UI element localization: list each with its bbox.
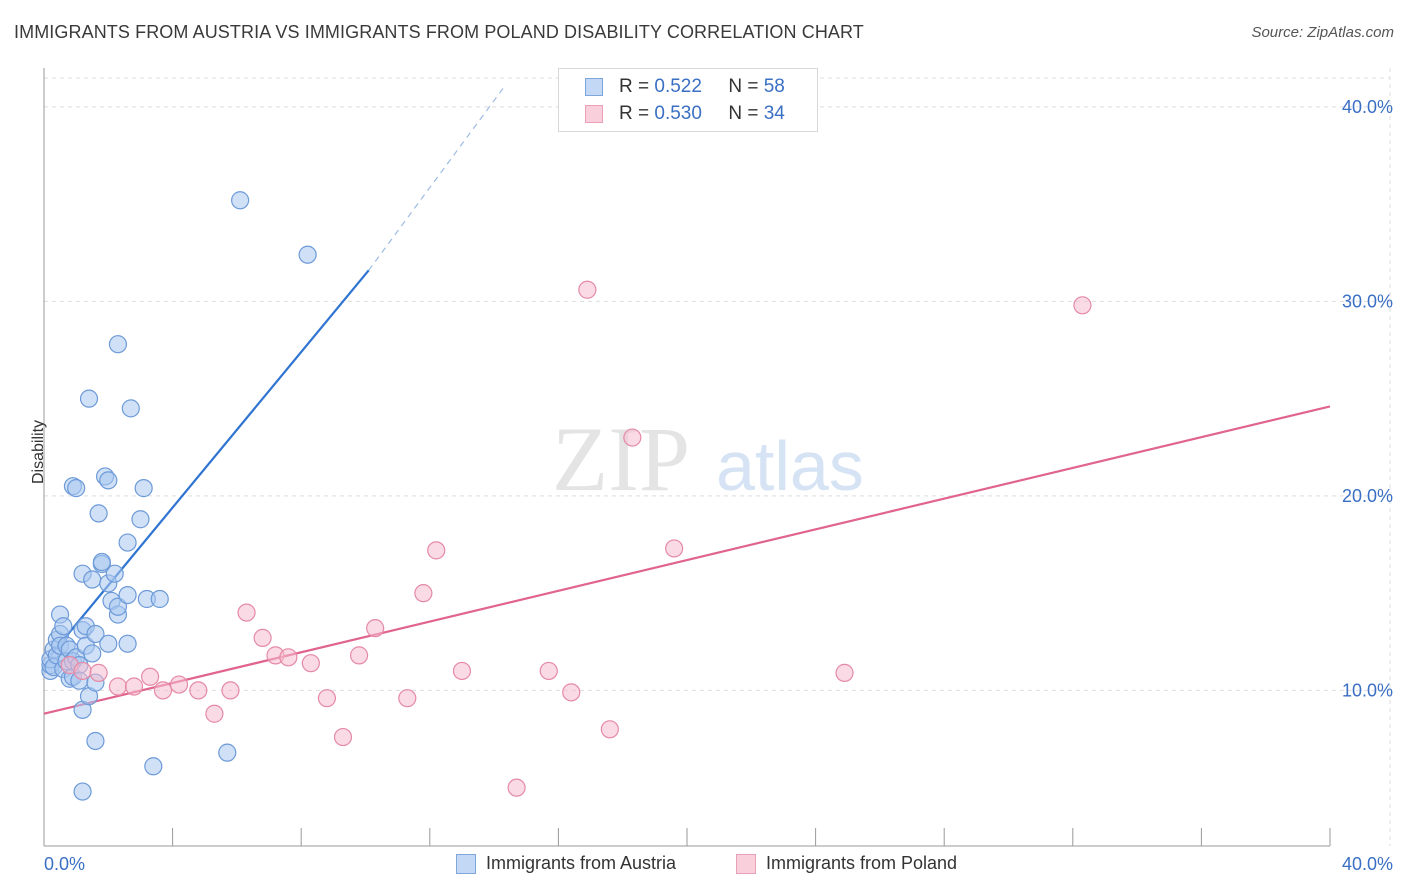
legend-r-value-poland: 0.530	[654, 103, 702, 124]
point-austria	[108, 597, 128, 616]
point-poland	[279, 648, 298, 667]
point-austria	[92, 552, 111, 572]
point-austria	[86, 624, 105, 644]
point-poland	[427, 541, 446, 560]
point-austria	[131, 510, 150, 529]
watermark: ZIP atlas	[552, 408, 864, 510]
y-axis-label: Disability	[30, 419, 47, 484]
trend-line-poland	[43, 405, 1331, 715]
point-austria	[118, 533, 137, 552]
point-austria	[54, 617, 73, 636]
legend-n-value-poland: 34	[763, 103, 785, 124]
legend: R = 0.522 N = 58 R = 0.530 N = 34	[558, 68, 818, 132]
point-austria	[99, 471, 118, 490]
point-poland	[623, 428, 642, 447]
point-austria	[134, 479, 153, 498]
point-poland	[600, 720, 619, 739]
point-poland	[89, 663, 108, 682]
point-poland	[140, 667, 160, 686]
legend-swatch-poland	[585, 105, 603, 123]
gridlines	[44, 68, 1391, 846]
y-tick-label: 10.0%	[1342, 680, 1393, 700]
point-austria	[79, 389, 99, 408]
point-austria	[218, 743, 237, 762]
point-poland	[108, 677, 128, 696]
point-poland	[189, 681, 208, 700]
point-austria	[118, 634, 137, 653]
bottom-legend-swatch-poland	[736, 854, 756, 874]
point-austria	[89, 504, 108, 523]
point-poland	[507, 778, 526, 797]
x-tick-label: 0.0%	[44, 854, 85, 874]
point-austria	[83, 644, 102, 663]
point-austria	[231, 191, 250, 210]
point-poland	[366, 619, 385, 638]
point-austria	[99, 634, 118, 653]
point-poland	[1073, 296, 1092, 315]
point-austria	[86, 731, 105, 751]
point-poland	[398, 689, 417, 708]
point-austria	[298, 245, 317, 264]
axes	[43, 68, 1331, 847]
y-tick-label: 30.0%	[1342, 291, 1393, 311]
point-austria	[105, 564, 124, 583]
point-poland	[539, 661, 558, 681]
legend-n-label: N =	[728, 103, 759, 124]
point-poland	[562, 683, 581, 702]
point-poland	[665, 539, 684, 558]
point-poland	[205, 704, 224, 723]
point-poland	[414, 584, 433, 603]
legend-r-label: R =	[619, 103, 650, 124]
source-label: Source: ZipAtlas.com	[1251, 24, 1394, 41]
legend-n-label: N =	[728, 76, 759, 97]
point-austria	[144, 757, 163, 776]
point-poland	[124, 677, 144, 696]
x-tick-label: 40.0%	[1342, 854, 1393, 874]
legend-r-label: R =	[619, 76, 650, 97]
bottom-legend-swatch-austria	[456, 854, 476, 874]
chart-title: IMMIGRANTS FROM AUSTRIA VS IMMIGRANTS FR…	[14, 22, 864, 42]
legend-n-value-austria: 58	[763, 76, 785, 97]
point-poland	[835, 663, 854, 682]
point-poland	[317, 689, 337, 708]
point-poland	[452, 661, 472, 681]
trend-line-austria	[49, 269, 370, 657]
trend-lines	[43, 87, 1331, 715]
legend-r-value-austria: 0.522	[654, 76, 702, 97]
point-austria	[150, 589, 169, 609]
point-poland	[221, 681, 240, 700]
point-poland	[301, 654, 320, 673]
point-austria	[67, 479, 86, 498]
y-tick-label: 40.0%	[1342, 97, 1393, 117]
point-poland	[333, 727, 353, 747]
point-poland	[73, 661, 92, 681]
point-poland	[349, 646, 369, 665]
point-austria	[83, 570, 102, 589]
watermark-zip: ZIP	[552, 408, 690, 510]
point-austria	[73, 782, 92, 801]
point-poland	[578, 280, 597, 299]
point-austria	[108, 335, 128, 354]
point-poland	[153, 681, 173, 700]
data-points	[41, 191, 1092, 801]
trend-line-austria-extension	[368, 87, 505, 271]
point-poland	[253, 628, 272, 647]
point-austria	[121, 399, 140, 418]
bottom-legend-label-austria: Immigrants from Austria	[486, 853, 677, 873]
watermark-atlas: atlas	[716, 427, 864, 505]
bottom-legend-label-poland: Immigrants from Poland	[766, 853, 958, 873]
y-tick-label: 20.0%	[1342, 486, 1393, 506]
point-poland	[169, 675, 189, 694]
legend-swatch-austria	[585, 78, 603, 96]
point-poland	[237, 603, 256, 622]
tick-labels: 10.0% 20.0% 30.0% 40.0% 0.0% 40.0%	[44, 97, 1393, 874]
point-austria	[118, 585, 137, 605]
